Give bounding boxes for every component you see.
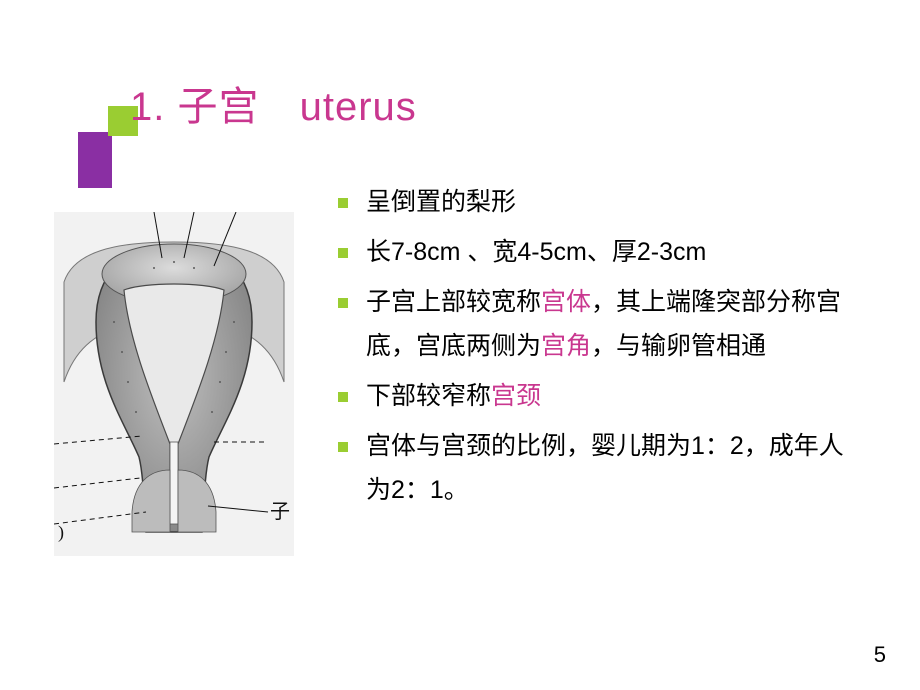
body-text: 宫体与宫颈的比例，婴儿期为1：2，成年人为2：1。 xyxy=(366,432,844,504)
bullet-item: 下部较窄称宫颈 xyxy=(338,374,868,418)
emphasis-text: 宫角 xyxy=(541,332,591,360)
decorative-rect-purple xyxy=(78,132,112,188)
bullet-item: 长7-8cm 、宽4-5cm、厚2-3cm xyxy=(338,230,868,274)
page-number: 5 xyxy=(874,642,886,668)
body-text: 子宫上部较宽称 xyxy=(366,288,541,316)
body-text: ，与输卵管相通 xyxy=(591,332,766,360)
slide: 1. 子宫 uterus xyxy=(0,0,920,690)
anatomy-figure: ) 子 xyxy=(54,212,294,556)
bullet-item: 呈倒置的梨形 xyxy=(338,180,868,224)
bullet-item: 宫体与宫颈的比例，婴儿期为1：2，成年人为2：1。 xyxy=(338,424,868,512)
svg-text:): ) xyxy=(58,522,64,543)
uterus-illustration: ) 子 xyxy=(54,212,294,556)
title-number: 1. xyxy=(130,85,165,129)
slide-title: 1. 子宫 uterus xyxy=(130,74,417,132)
title-chinese: 子宫 xyxy=(177,85,259,129)
body-text: 下部较窄称 xyxy=(366,382,491,410)
bullet-list: 呈倒置的梨形长7-8cm 、宽4-5cm、厚2-3cm 子宫上部较宽称宫体，其上端… xyxy=(338,180,868,512)
emphasis-text: 宫颈 xyxy=(491,382,541,410)
bullet-list-container: 呈倒置的梨形长7-8cm 、宽4-5cm、厚2-3cm 子宫上部较宽称宫体，其上端… xyxy=(338,180,868,518)
body-text: 长7-8cm 、宽4-5cm、厚2-3cm xyxy=(366,238,706,266)
bullet-item: 子宫上部较宽称宫体，其上端隆突部分称宫底，宫底两侧为宫角，与输卵管相通 xyxy=(338,280,868,368)
body-text: 呈倒置的梨形 xyxy=(366,188,516,216)
emphasis-text: 宫体 xyxy=(541,288,591,316)
title-english: uterus xyxy=(300,85,417,129)
svg-text:子: 子 xyxy=(270,501,290,523)
